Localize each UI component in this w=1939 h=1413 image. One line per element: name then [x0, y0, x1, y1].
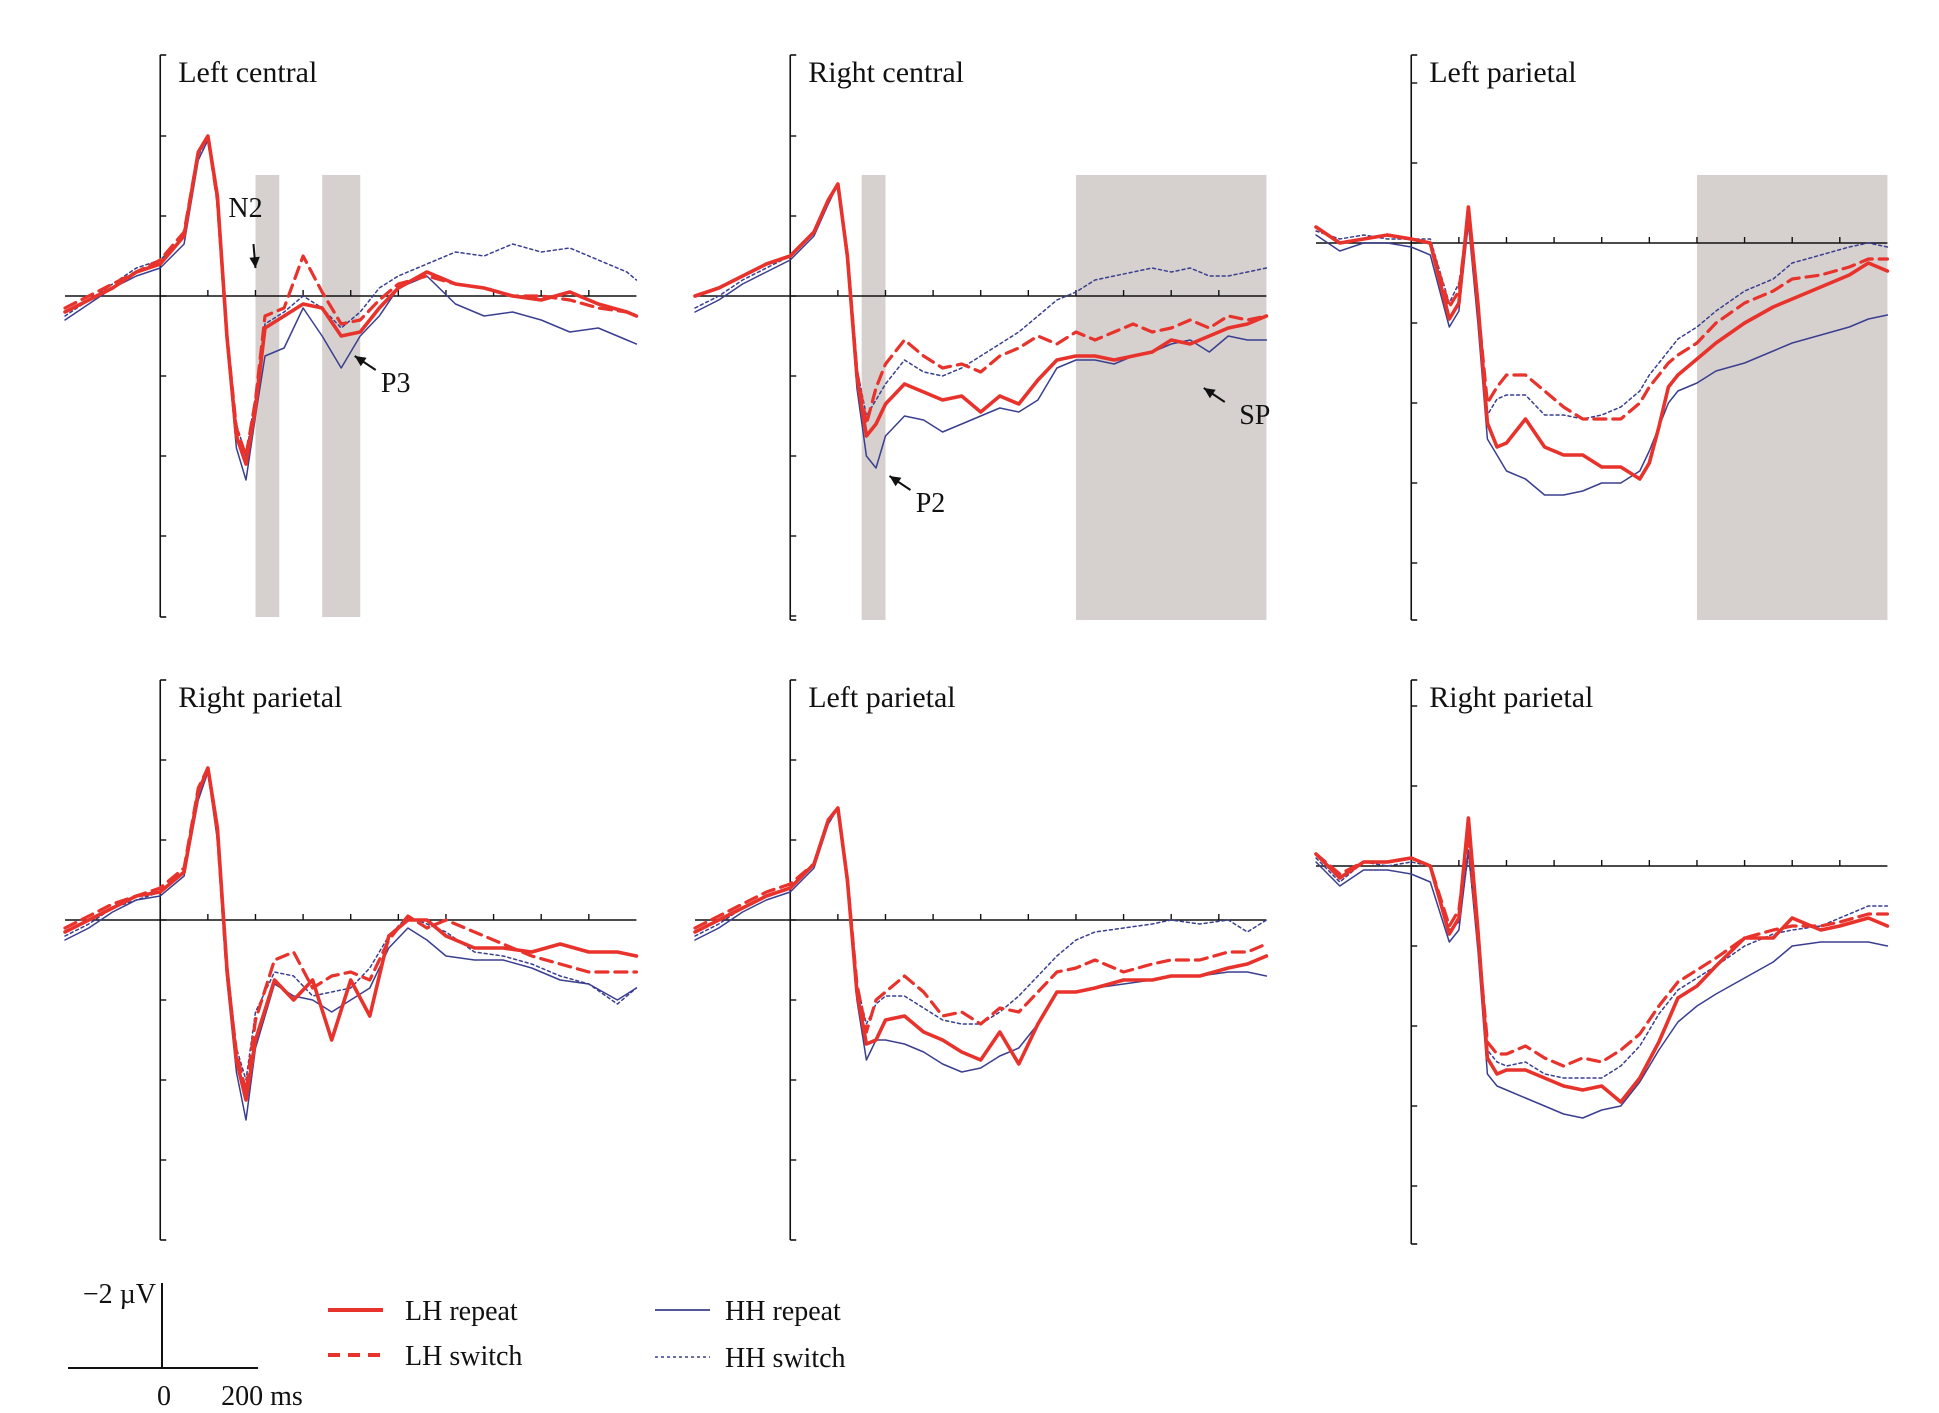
panel-title: Right parietal	[1429, 681, 1593, 714]
panel-title: Right parietal	[178, 681, 342, 714]
panel-title: Left central	[178, 56, 317, 89]
panels-group: Left central N2 P3 Right central P2 SP Left pa…	[63, 54, 1890, 1245]
legend-label-lh-repeat: LH repeat	[405, 1296, 518, 1327]
series-hh-switch	[694, 183, 1268, 417]
annotation-arrowhead	[354, 356, 367, 367]
panel-6: Right parietal	[1314, 679, 1890, 1245]
annotation-label: SP	[1239, 400, 1270, 431]
panel-title: Right central	[808, 56, 964, 89]
series-lh-repeat	[63, 134, 639, 466]
series-lh-switch	[1314, 832, 1889, 1068]
legend-label-lh-switch: LH switch	[405, 1341, 522, 1372]
panel-3: Left parietal	[1314, 54, 1890, 621]
scale-bar: −2 µV 0 200 ms	[68, 1279, 303, 1412]
annotation-arrowhead	[889, 476, 902, 487]
shaded-window	[322, 175, 361, 617]
legend-item-lh-repeat: LH repeat	[328, 1296, 518, 1327]
panel-4: Right parietal	[63, 679, 639, 1241]
scale-time-label: 200 ms	[221, 1381, 303, 1412]
shaded-window	[1696, 175, 1888, 620]
series-lh-repeat	[1314, 816, 1890, 1104]
legend-item-hh-repeat: HH repeat	[655, 1296, 841, 1327]
shaded-window	[1075, 175, 1267, 620]
scale-voltage-label: −2 µV	[83, 1279, 156, 1310]
annotation-arrowhead	[1203, 388, 1216, 399]
annotation-label: P2	[916, 488, 946, 519]
shaded-window	[255, 175, 280, 617]
series-hh-switch	[64, 767, 638, 1081]
series-hh-repeat	[694, 807, 1268, 1073]
legend-item-hh-switch: HH switch	[655, 1343, 846, 1374]
legend: LH repeat LH switch HH repeat HH switch	[328, 1296, 846, 1374]
series-hh-repeat	[1315, 222, 1889, 496]
series-lh-repeat	[63, 766, 639, 1102]
annotation-label: P3	[381, 368, 411, 399]
series-hh-switch	[1315, 853, 1889, 1079]
panel-5: Left parietal	[693, 679, 1269, 1241]
scale-zero-label: 0	[157, 1381, 171, 1412]
annotation-label: N2	[228, 193, 262, 224]
series-hh-repeat	[64, 771, 638, 1121]
legend-item-lh-switch: LH switch	[328, 1341, 522, 1372]
series-lh-repeat	[693, 806, 1269, 1066]
legend-label-hh-switch: HH switch	[725, 1343, 846, 1374]
series-hh-repeat	[1315, 849, 1889, 1119]
panel-title: Left parietal	[1429, 56, 1576, 89]
series-lh-repeat	[1314, 205, 1890, 481]
annotation-arrowhead	[249, 256, 260, 268]
series-hh-repeat	[64, 139, 638, 481]
series-lh-switch	[63, 766, 638, 1094]
panel-1: Left central N2 P3	[63, 54, 639, 618]
panel-title: Left parietal	[808, 681, 955, 714]
legend-label-hh-repeat: HH repeat	[725, 1296, 841, 1327]
series-lh-switch	[693, 182, 1268, 426]
panel-2: Right central P2 SP	[693, 54, 1270, 621]
series-lh-repeat	[693, 182, 1269, 438]
